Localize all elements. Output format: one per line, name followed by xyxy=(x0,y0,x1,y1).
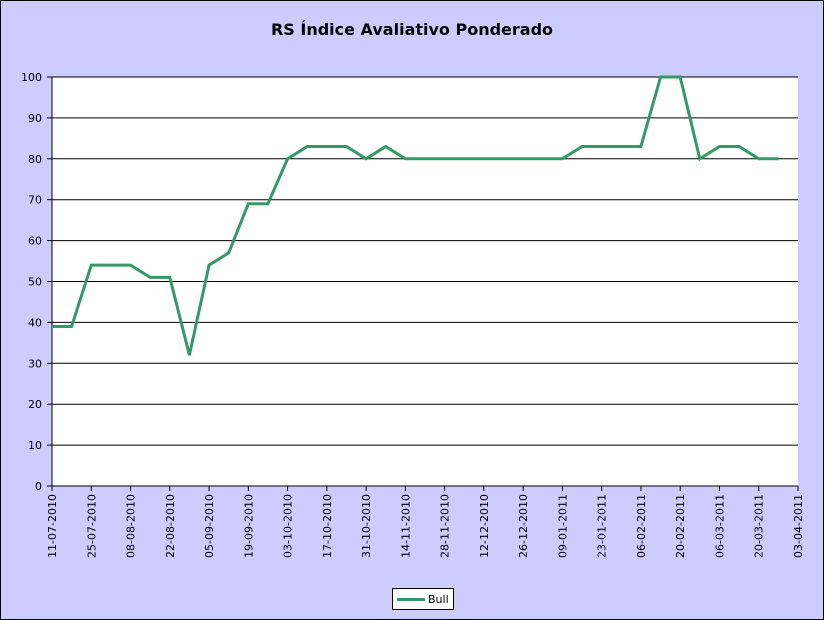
x-tick-label: 11-07-2010 xyxy=(46,494,59,558)
legend-label-bull: Bull xyxy=(428,592,449,606)
series-line-bull xyxy=(52,75,779,356)
legend-swatch-bull xyxy=(397,597,425,601)
x-tick-label: 14-11-2010 xyxy=(399,494,412,558)
x-tick-label: 25-07-2010 xyxy=(85,494,98,558)
x-tick-label: 26-12-2010 xyxy=(517,494,530,558)
y-tick-label: 20 xyxy=(28,398,42,411)
chart-title: RS Índice Avaliativo Ponderado xyxy=(270,20,554,39)
x-tick-label: 06-03-2011 xyxy=(713,494,726,558)
x-tick-label: 08-08-2010 xyxy=(125,494,138,558)
y-tick-label: 50 xyxy=(28,276,42,289)
x-tick-label: 03-10-2010 xyxy=(282,494,295,558)
y-tick-label: 100 xyxy=(21,71,42,84)
y-tick-label: 30 xyxy=(28,357,42,370)
x-tick-label: 09-01-2011 xyxy=(556,494,569,558)
y-tick-label: 0 xyxy=(35,480,42,493)
y-tick-label: 90 xyxy=(28,112,42,125)
x-tick-label: 20-03-2011 xyxy=(753,494,766,558)
y-tick-label: 40 xyxy=(28,316,42,329)
x-tick-label: 05-09-2010 xyxy=(203,494,216,558)
y-tick-label: 80 xyxy=(28,153,42,166)
x-tick-label: 06-02-2011 xyxy=(635,494,648,558)
x-tick-label: 22-08-2010 xyxy=(164,494,177,558)
x-tick-label: 31-10-2010 xyxy=(360,494,373,558)
y-tick-label: 70 xyxy=(28,194,42,207)
y-tick-label: 10 xyxy=(28,439,42,452)
x-tick-label: 28-11-2010 xyxy=(439,494,452,558)
x-tick-label: 23-01-2011 xyxy=(596,494,609,558)
y-tick-label: 60 xyxy=(28,235,42,248)
x-tick-label: 19-09-2010 xyxy=(242,494,255,558)
legend: Bull xyxy=(392,588,454,610)
x-tick-label: 12-12-2010 xyxy=(478,494,491,558)
x-tick-label: 03-04-2011 xyxy=(792,494,805,558)
x-tick-label: 20-02-2011 xyxy=(674,494,687,558)
x-tick-label: 17-10-2010 xyxy=(321,494,334,558)
